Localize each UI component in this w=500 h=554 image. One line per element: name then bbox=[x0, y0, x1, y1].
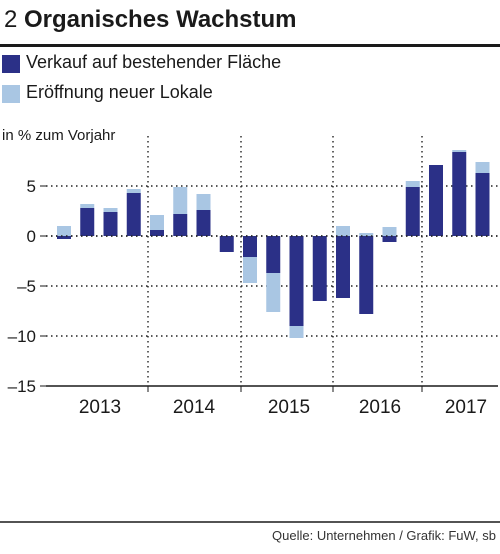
legend-swatch-dark bbox=[2, 55, 20, 73]
bar-new-stores bbox=[382, 227, 397, 236]
x-tick-label-year: 2014 bbox=[173, 397, 216, 418]
chart-header: 2 Organisches Wachstum bbox=[0, 0, 500, 47]
x-tick-label-year: 2016 bbox=[359, 397, 401, 418]
bar-existing-space bbox=[150, 230, 164, 236]
bar-new-stores bbox=[196, 194, 211, 210]
bar-new-stores bbox=[475, 162, 490, 173]
bar-new-stores bbox=[336, 226, 350, 236]
x-tick-label-year: 2017 bbox=[445, 397, 487, 418]
y-tick-label: 5 bbox=[27, 177, 36, 196]
legend-label-existing-space: Verkauf auf bestehender Fläche bbox=[26, 52, 282, 72]
bar-existing-space bbox=[405, 187, 420, 236]
bar-existing-space bbox=[103, 212, 118, 236]
bar-existing-space bbox=[243, 236, 257, 257]
y-tick-label: 0 bbox=[27, 227, 36, 246]
x-tick-label-year: 2015 bbox=[268, 397, 310, 418]
bar-existing-space bbox=[359, 236, 374, 314]
x-tick-label-year: 2013 bbox=[79, 397, 121, 418]
bar-existing-space bbox=[266, 236, 281, 273]
bar-new-stores bbox=[289, 326, 304, 338]
bar-new-stores bbox=[173, 187, 188, 214]
figure-number: 2 bbox=[4, 6, 18, 33]
y-tick-label: –5 bbox=[17, 277, 36, 296]
bar-existing-space bbox=[382, 236, 397, 242]
bar-new-stores bbox=[126, 189, 141, 193]
bar-new-stores bbox=[150, 215, 164, 230]
bar-existing-space bbox=[196, 210, 211, 236]
bar-existing-space bbox=[173, 214, 188, 236]
bar-new-stores bbox=[57, 226, 71, 236]
bar-new-stores bbox=[452, 150, 467, 152]
bar-new-stores bbox=[266, 273, 281, 312]
bar-existing-space bbox=[429, 165, 443, 236]
bar-existing-space bbox=[336, 236, 350, 298]
bar-existing-space bbox=[475, 173, 490, 236]
bar-existing-space bbox=[312, 236, 327, 301]
bar-existing-space bbox=[57, 236, 71, 239]
legend-label-new-stores: Eröffnung neuer Lokale bbox=[26, 82, 213, 102]
bar-new-stores bbox=[359, 233, 374, 236]
chart-title: Organisches Wachstum bbox=[24, 6, 297, 33]
y-tick-label: –15 bbox=[8, 377, 36, 396]
bar-chart: in % zum Vorjahr 5 0 –5 –10 –15 2013 2014 2015 20… bbox=[0, 127, 500, 523]
source-note: Quelle: Unternehmen / Grafik: FuW, sb bbox=[272, 528, 496, 543]
y-tick-label: –10 bbox=[8, 327, 36, 346]
y-axis-label: in % zum Vorjahr bbox=[2, 127, 115, 144]
bar-new-stores bbox=[103, 208, 118, 212]
bar-existing-space bbox=[452, 152, 467, 236]
bar-existing-space bbox=[80, 208, 95, 236]
bar-existing-space bbox=[289, 236, 304, 326]
bar-existing-space bbox=[126, 193, 141, 236]
header-rule bbox=[0, 44, 500, 47]
bar-new-stores bbox=[80, 204, 95, 208]
bar-new-stores bbox=[405, 181, 420, 187]
legend-swatch-light bbox=[2, 85, 20, 103]
bar-existing-space bbox=[219, 236, 234, 252]
bar-new-stores bbox=[243, 257, 257, 283]
